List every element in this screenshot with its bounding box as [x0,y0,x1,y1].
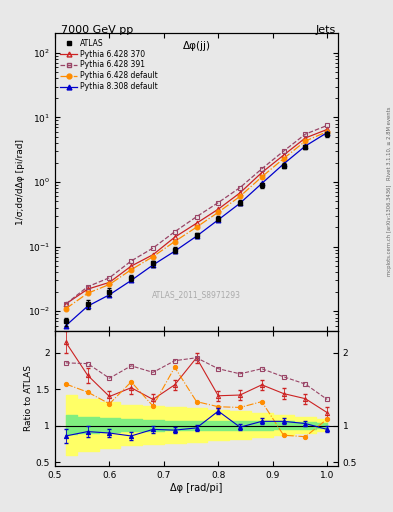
Pythia 6.428 default [194,224,199,230]
Line: Pythia 6.428 370: Pythia 6.428 370 [64,127,329,306]
Text: Jets: Jets [316,25,336,35]
Pythia 8.308 default [259,180,264,186]
Pythia 6.428 370 [325,126,329,133]
Pythia 6.428 391 [238,184,242,190]
Pythia 8.308 default [303,143,308,149]
Pythia 6.428 default [173,239,177,245]
Text: ATLAS_2011_S8971293: ATLAS_2011_S8971293 [152,290,241,300]
Pythia 8.308 default [216,217,220,223]
Text: Rivet 3.1.10, ≥ 2.8M events: Rivet 3.1.10, ≥ 2.8M events [387,106,392,180]
Pythia 6.428 391 [281,148,286,154]
Pythia 6.428 391 [303,131,308,137]
Pythia 8.308 default [64,323,68,329]
Pythia 6.428 default [303,138,308,144]
Pythia 6.428 370 [216,206,220,212]
Pythia 8.308 default [325,130,329,136]
Pythia 8.308 default [173,248,177,254]
X-axis label: Δφ [rad/pi]: Δφ [rad/pi] [170,482,223,493]
Pythia 6.428 default [64,306,68,312]
Pythia 6.428 default [151,253,155,260]
Pythia 6.428 391 [194,214,199,220]
Pythia 6.428 default [216,209,220,216]
Pythia 6.428 default [107,282,112,288]
Pythia 8.308 default [129,278,134,284]
Text: Δφ(jj): Δφ(jj) [182,41,211,51]
Pythia 6.428 370 [85,286,90,292]
Pythia 6.428 default [129,267,134,273]
Line: Pythia 6.428 default: Pythia 6.428 default [64,129,329,311]
Pythia 6.428 default [85,290,90,296]
Pythia 6.428 370 [194,220,199,226]
Pythia 6.428 391 [216,200,220,206]
Pythia 6.428 370 [281,152,286,158]
Text: 7000 GeV pp: 7000 GeV pp [61,25,133,35]
Pythia 8.308 default [107,292,112,298]
Pythia 8.308 default [194,233,199,239]
Pythia 6.428 370 [259,169,264,176]
Pythia 6.428 default [259,174,264,180]
Legend: ATLAS, Pythia 6.428 370, Pythia 6.428 391, Pythia 6.428 default, Pythia 8.308 de: ATLAS, Pythia 6.428 370, Pythia 6.428 39… [59,37,160,93]
Pythia 6.428 default [281,156,286,162]
Pythia 6.428 370 [151,251,155,258]
Pythia 6.428 370 [238,190,242,196]
Pythia 6.428 391 [85,284,90,290]
Line: Pythia 8.308 default: Pythia 8.308 default [64,130,329,328]
Line: Pythia 6.428 391: Pythia 6.428 391 [64,123,329,306]
Y-axis label: Ratio to ATLAS: Ratio to ATLAS [24,366,33,431]
Pythia 8.308 default [281,161,286,167]
Pythia 8.308 default [238,200,242,206]
Pythia 6.428 391 [64,301,68,307]
Text: mcplots.cern.ch [arXiv:1306.3436]: mcplots.cern.ch [arXiv:1306.3436] [387,185,392,276]
Pythia 6.428 391 [259,166,264,172]
Pythia 6.428 370 [303,135,308,141]
Pythia 6.428 370 [107,279,112,285]
Pythia 6.428 default [238,193,242,199]
Pythia 6.428 391 [151,245,155,251]
Pythia 8.308 default [85,303,90,309]
Y-axis label: 1/σ;dσ/dΔφ [pi/rad]: 1/σ;dσ/dΔφ [pi/rad] [16,139,25,225]
Pythia 6.428 391 [129,258,134,264]
Pythia 6.428 391 [107,274,112,281]
Pythia 6.428 370 [173,234,177,240]
Pythia 6.428 391 [325,122,329,129]
Pythia 6.428 391 [173,229,177,235]
Pythia 6.428 default [325,129,329,135]
Pythia 6.428 370 [129,263,134,269]
Pythia 6.428 370 [64,301,68,307]
Pythia 8.308 default [151,262,155,268]
